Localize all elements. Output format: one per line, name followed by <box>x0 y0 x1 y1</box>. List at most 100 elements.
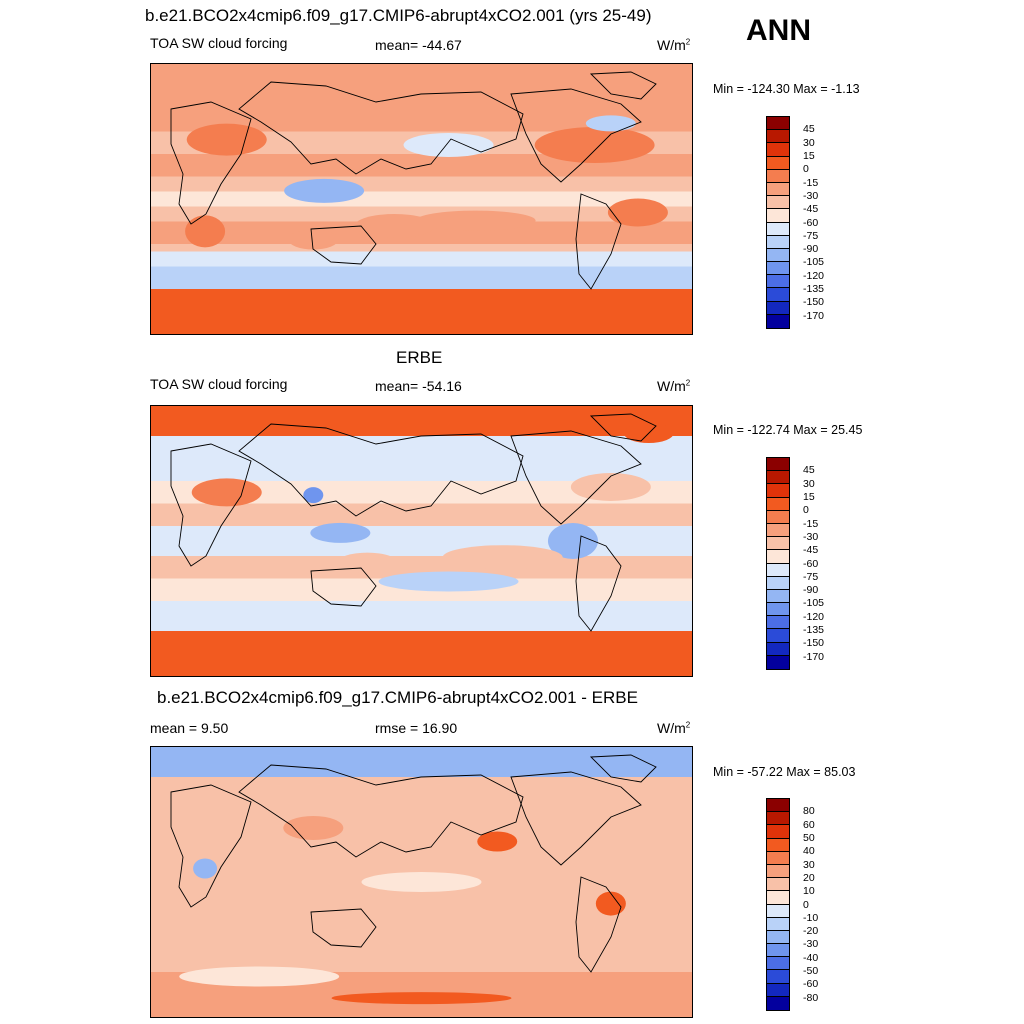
field-anomaly <box>283 816 344 840</box>
field-band <box>151 311 692 320</box>
field-band <box>151 274 692 283</box>
colorbar-tick-label: -90 <box>803 243 819 256</box>
field-anomaly <box>534 127 655 163</box>
field-anomaly <box>403 133 494 157</box>
panel-title: b.e21.BCO2x4cmip6.f09_g17.CMIP6-abrupt4x… <box>157 688 638 707</box>
field-band <box>151 784 692 793</box>
field-anomaly <box>337 552 398 573</box>
colorbar-swatch <box>767 275 789 289</box>
coastline <box>510 430 642 525</box>
coastline <box>510 771 642 866</box>
colorbar-swatch <box>767 799 789 813</box>
field-band <box>151 436 692 445</box>
field-band <box>151 754 692 763</box>
field-band <box>151 807 692 816</box>
field-band <box>151 251 692 260</box>
colorbar-tick-label: -135 <box>803 624 825 637</box>
colorbar-swatch <box>767 222 789 236</box>
colorbar-tick-label: -75 <box>803 229 819 242</box>
colorbar-swatch <box>767 891 789 905</box>
coastline <box>510 88 642 183</box>
colorbar-tick-label: -30 <box>803 189 819 202</box>
field-band <box>151 548 692 557</box>
field-band <box>151 154 692 163</box>
field-band <box>151 511 692 520</box>
colorbar-tick-label: 50 <box>803 831 815 844</box>
colorbar-tick-label: 15 <box>803 490 815 503</box>
colorbar-swatch <box>767 603 789 617</box>
field-band <box>151 852 692 861</box>
colorbar-tick-label: -40 <box>803 951 819 964</box>
minmax-label: Min = -122.74 Max = 25.45 <box>713 423 863 437</box>
colorbar-swatch <box>767 537 789 551</box>
field-band <box>151 191 692 200</box>
field-anomaly <box>191 478 262 507</box>
field-band <box>151 792 692 801</box>
field-anomaly <box>185 215 226 248</box>
field-anomaly <box>477 831 518 852</box>
colorbar-swatch <box>767 576 789 590</box>
field-band <box>151 458 692 467</box>
field-band <box>151 942 692 951</box>
field-band <box>151 972 692 981</box>
field-band <box>151 608 692 617</box>
coastline <box>170 443 252 567</box>
field-band <box>151 646 692 655</box>
field-band <box>151 406 692 415</box>
field-band <box>151 94 692 103</box>
coastline <box>170 101 252 225</box>
field-band <box>151 638 692 647</box>
colorbar-swatch <box>767 143 789 157</box>
panel-title: b.e21.BCO2x4cmip6.f09_g17.CMIP6-abrupt4x… <box>145 6 652 25</box>
field-anomaly <box>547 523 598 559</box>
field-band <box>151 829 692 838</box>
colorbar-tick-label: -30 <box>803 530 819 543</box>
field-band <box>151 653 692 662</box>
colorbar-swatch <box>767 471 789 485</box>
colorbar-tick-label: -60 <box>803 216 819 229</box>
coastline <box>310 908 377 948</box>
colorbar-swatch <box>767 983 789 997</box>
colorbar-swatch <box>767 248 789 263</box>
field-band <box>151 949 692 958</box>
field-band <box>151 623 692 632</box>
colorbar-swatch <box>767 970 789 984</box>
field-anomaly <box>288 229 339 250</box>
colorbar-swatch <box>767 209 789 223</box>
field-band <box>151 289 692 298</box>
field-band <box>151 101 692 110</box>
colorbar-tick-label: 80 <box>803 805 815 818</box>
field-band <box>151 169 692 178</box>
field-anomaly <box>361 872 482 892</box>
field-band <box>151 413 692 422</box>
coastline <box>589 71 657 100</box>
colorbar-swatch <box>767 930 789 945</box>
field-band <box>151 109 692 118</box>
colorbar-tick-label: -50 <box>803 965 819 978</box>
colorbar-swatch <box>767 563 789 577</box>
field-band <box>151 281 692 290</box>
colorbar-tick-label: -170 <box>803 309 825 322</box>
mean-label: mean= -44.67 <box>375 37 462 53</box>
colorbar-tick-label: -15 <box>803 517 819 530</box>
coastline <box>238 81 524 175</box>
colorbar-swatch <box>767 917 789 931</box>
field-band <box>151 927 692 936</box>
colorbar-tick-label: 0 <box>803 504 809 517</box>
field-band <box>151 859 692 868</box>
field-anomaly <box>415 210 536 231</box>
colorbar-swatch <box>767 288 789 302</box>
colorbar-tick-label: -60 <box>803 978 819 991</box>
colorbar-swatch <box>767 314 789 328</box>
colorbar-tick-label: 0 <box>803 898 809 911</box>
field-band <box>151 934 692 943</box>
field-band <box>151 889 692 898</box>
field-band <box>151 814 692 823</box>
colorbar-tick-label: -170 <box>803 650 825 663</box>
colorbar-swatch <box>767 458 789 472</box>
field-band <box>151 904 692 913</box>
field-band <box>151 563 692 572</box>
coastline <box>575 876 622 973</box>
coastline <box>238 423 524 517</box>
field-band <box>151 244 692 253</box>
